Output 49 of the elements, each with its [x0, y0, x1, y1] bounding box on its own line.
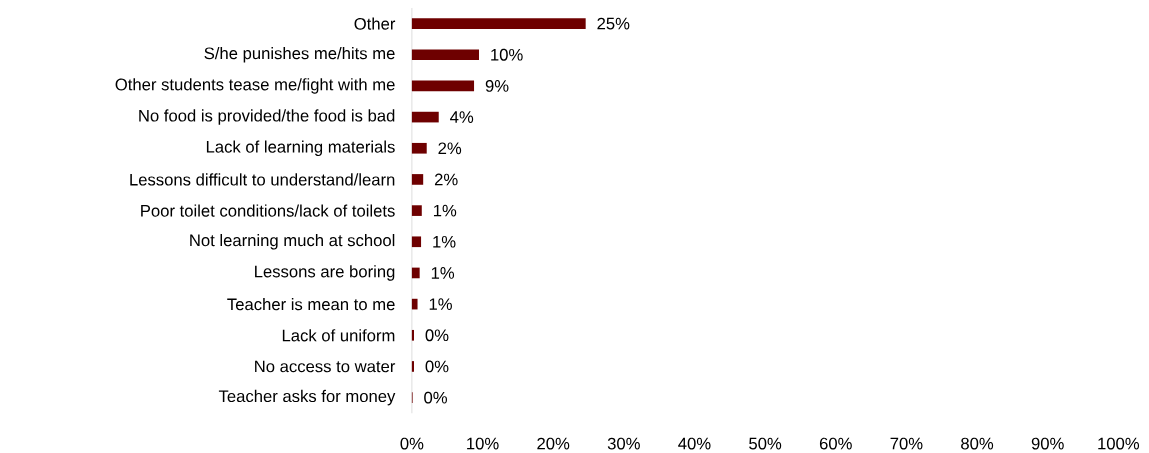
data-label: 4% — [450, 111, 474, 123]
x-tick-label: 20% — [537, 437, 570, 450]
y-tick-label: Lessons difficult to understand/learn — [130, 173, 395, 186]
data-label: 2% — [434, 173, 458, 186]
data-label: 1% — [429, 298, 452, 310]
data-label: 1% — [431, 267, 455, 279]
x-tick-label: 70% — [890, 437, 923, 450]
y-tick-label: Poor toilet conditions/lack of toilets — [141, 204, 395, 217]
data-label: 2% — [438, 142, 462, 155]
bar — [411, 49, 479, 60]
y-tick-label: Other students tease me/fight with me — [115, 78, 395, 94]
data-label: 1% — [433, 204, 457, 217]
x-tick-label: 0% — [400, 437, 424, 450]
bar — [411, 111, 439, 123]
bar — [411, 329, 414, 341]
x-tick-label: 60% — [819, 437, 852, 450]
y-tick-label: Not learning much at school — [190, 233, 395, 250]
x-tick-label: 80% — [961, 437, 994, 450]
bar — [411, 298, 418, 310]
y-tick-label: Other — [354, 17, 396, 30]
y-tick-label: Lack of uniform — [282, 329, 395, 342]
data-label: 9% — [485, 79, 509, 92]
y-tick-label: Teacher is mean to me — [227, 297, 395, 311]
x-tick-label: 100% — [1098, 437, 1140, 450]
data-label: 1% — [433, 235, 456, 248]
y-tick-label: Lessons are boring — [255, 265, 395, 281]
bar — [411, 236, 422, 248]
data-label: 0% — [425, 329, 449, 342]
data-label: 10% — [491, 48, 523, 61]
y-tick-label: Teacher asks for money — [218, 389, 396, 406]
x-tick-label: 30% — [607, 437, 640, 450]
bar — [411, 267, 420, 279]
data-label: 25% — [597, 17, 630, 30]
bar — [411, 142, 427, 154]
y-tick-label: No food is provided/the food is bad — [139, 109, 395, 125]
bar — [411, 18, 586, 29]
y-tick-label: Lack of learning materials — [206, 140, 395, 156]
y-tick-label: No access to water — [255, 360, 396, 373]
x-tick-label: 10% — [467, 437, 499, 450]
x-tick-label: 40% — [678, 437, 711, 450]
bar — [411, 174, 424, 185]
data-label: 0% — [424, 391, 448, 404]
data-label: 0% — [425, 360, 449, 373]
bar — [411, 80, 475, 92]
bar — [411, 361, 414, 372]
x-tick-label: 90% — [1031, 437, 1064, 450]
x-tick-label: 50% — [749, 437, 782, 450]
y-tick-label: S/he punishes me/hits me — [204, 46, 395, 63]
bar — [411, 205, 422, 216]
